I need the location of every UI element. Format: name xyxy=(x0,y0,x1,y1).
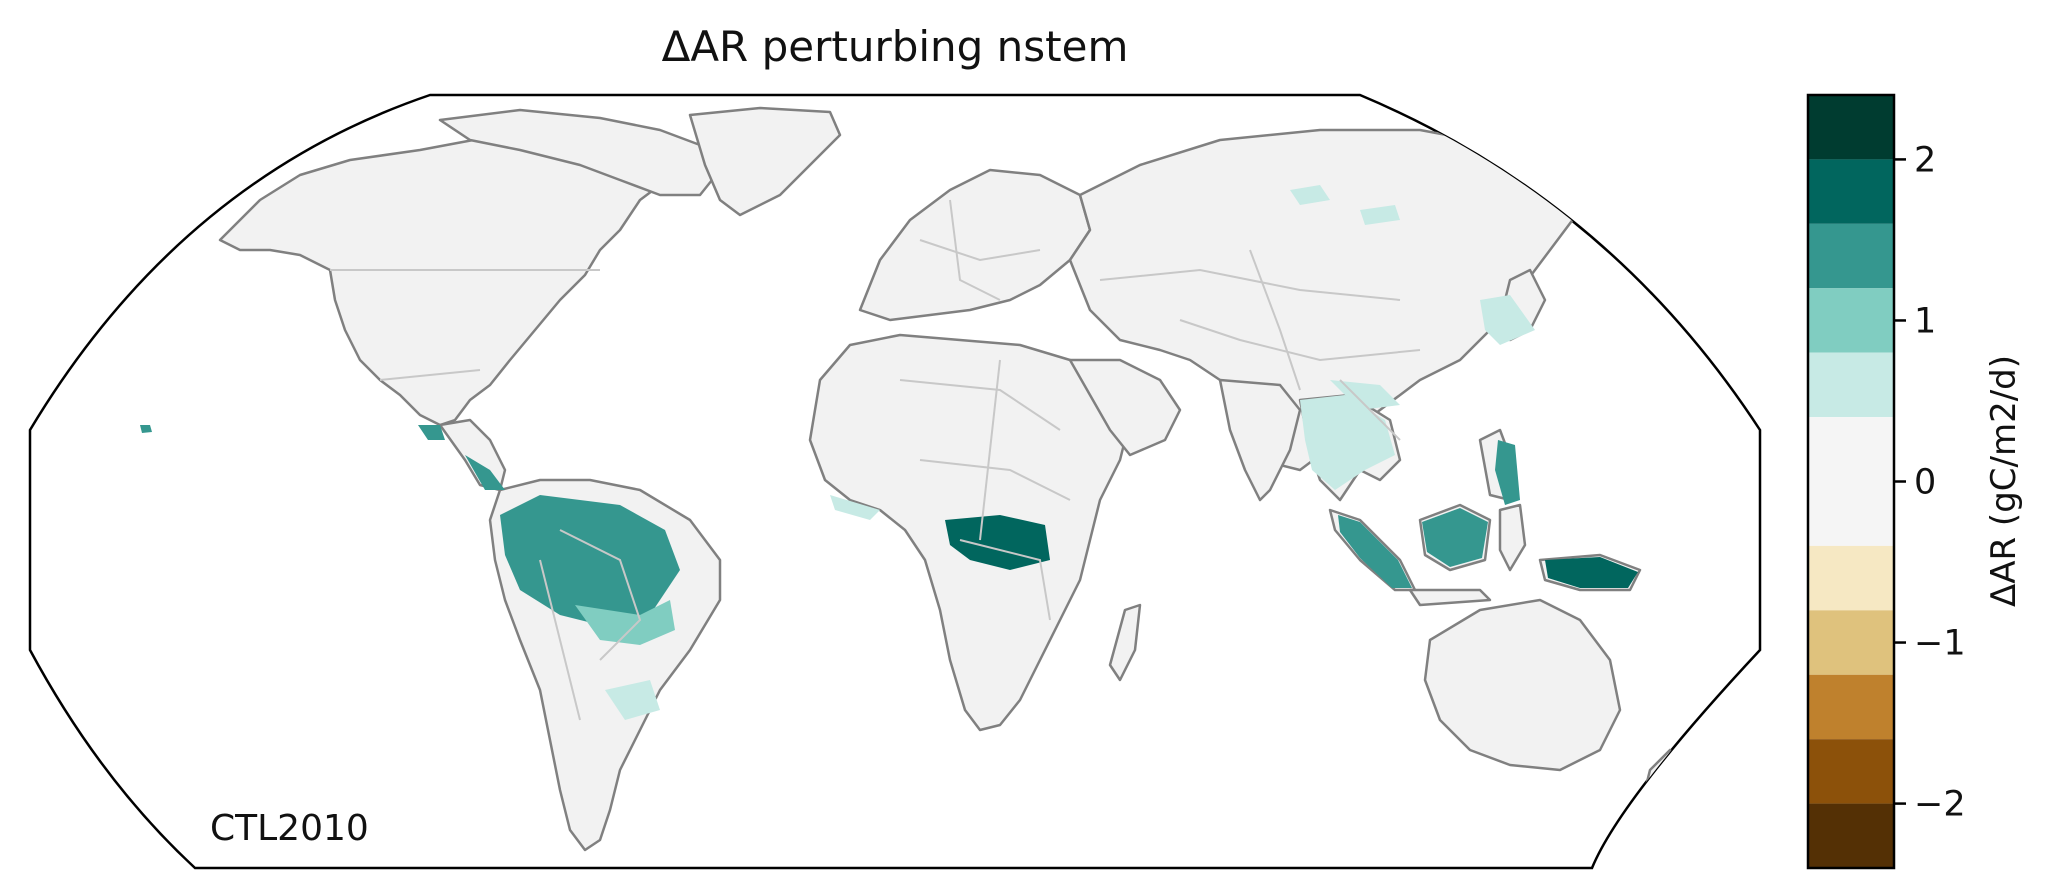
colorbar-tick-label: −1 xyxy=(1914,624,1966,664)
land-sulawesi xyxy=(1498,503,1527,572)
colorbar-tick-label: −2 xyxy=(1914,785,1966,825)
colorbar-bins xyxy=(1808,95,1894,868)
anomaly-amazon-basin-mid xyxy=(500,495,680,625)
anomaly-mainland-southeast-asia xyxy=(1300,395,1395,490)
border-asia-1 xyxy=(1099,268,1401,301)
anomaly-sumatra xyxy=(1338,515,1412,588)
colorbar-bin xyxy=(1808,288,1894,353)
colorbar-bin xyxy=(1808,803,1894,868)
border-asia-3 xyxy=(1249,249,1301,391)
border-africa-4 xyxy=(979,359,1001,541)
land-greenland xyxy=(688,106,842,217)
anomaly-siberia xyxy=(1290,185,1400,225)
colorbar-bin xyxy=(1808,417,1894,546)
anomaly-layer xyxy=(140,185,1638,720)
colorbar-bin xyxy=(1808,674,1894,740)
colorbar-bin xyxy=(1808,739,1894,804)
border-europe-1 xyxy=(919,239,1041,262)
anomaly-amazon-basin-edge xyxy=(575,600,675,645)
anomaly-hawaii xyxy=(140,425,152,433)
colorbar-label: ΔAR (gC/m2/d) xyxy=(1984,355,2024,607)
anomaly-borneo xyxy=(1422,508,1488,567)
colorbar-tick-label: 2 xyxy=(1914,140,1936,180)
land-canada-arctic xyxy=(438,108,722,197)
border-africa-2 xyxy=(919,459,1071,501)
land-arabia xyxy=(1068,358,1182,457)
border-africa-3 xyxy=(959,539,1051,621)
colorbar: 2 1 0 −1 −2 ΔAR (gC/m2/d) xyxy=(1806,93,2024,870)
border-us-mexico xyxy=(379,369,481,381)
colorbar-ticks: 2 1 0 −1 −2 xyxy=(1894,140,1966,825)
land-java xyxy=(1408,588,1492,607)
border-europe-2 xyxy=(949,199,1001,301)
border-andes xyxy=(539,559,581,721)
land-asia xyxy=(1068,128,1582,472)
colorbar-bin xyxy=(1808,95,1894,160)
colorbar-tick-label: 0 xyxy=(1914,463,1936,503)
anomaly-southeast-brazil xyxy=(605,680,660,720)
border-asia-2 xyxy=(1179,319,1421,362)
colorbar-bin xyxy=(1808,352,1894,418)
border-layer xyxy=(330,199,1421,721)
run-label: CTL2010 xyxy=(210,808,369,849)
anomaly-new-guinea xyxy=(1545,557,1638,588)
border-china-sea xyxy=(1339,379,1401,441)
land-australia xyxy=(1423,598,1622,772)
anomaly-central-america xyxy=(418,425,505,490)
colorbar-bin xyxy=(1808,545,1894,611)
map-title: ΔAR perturbing nstem xyxy=(661,22,1129,71)
border-brazil xyxy=(559,529,642,661)
land-india xyxy=(1218,378,1302,502)
colorbar-bin xyxy=(1808,223,1894,289)
colorbar-bin xyxy=(1808,159,1894,224)
colorbar-tick-label: 1 xyxy=(1914,301,1936,341)
anomaly-west-africa-coast xyxy=(830,495,880,520)
anomaly-sulawesi xyxy=(1495,440,1520,505)
anomaly-east-asia xyxy=(1480,295,1535,345)
border-africa-1 xyxy=(899,379,1061,431)
colorbar-bin xyxy=(1808,610,1894,675)
land-madagascar xyxy=(1108,603,1142,682)
world-map xyxy=(28,93,1762,870)
